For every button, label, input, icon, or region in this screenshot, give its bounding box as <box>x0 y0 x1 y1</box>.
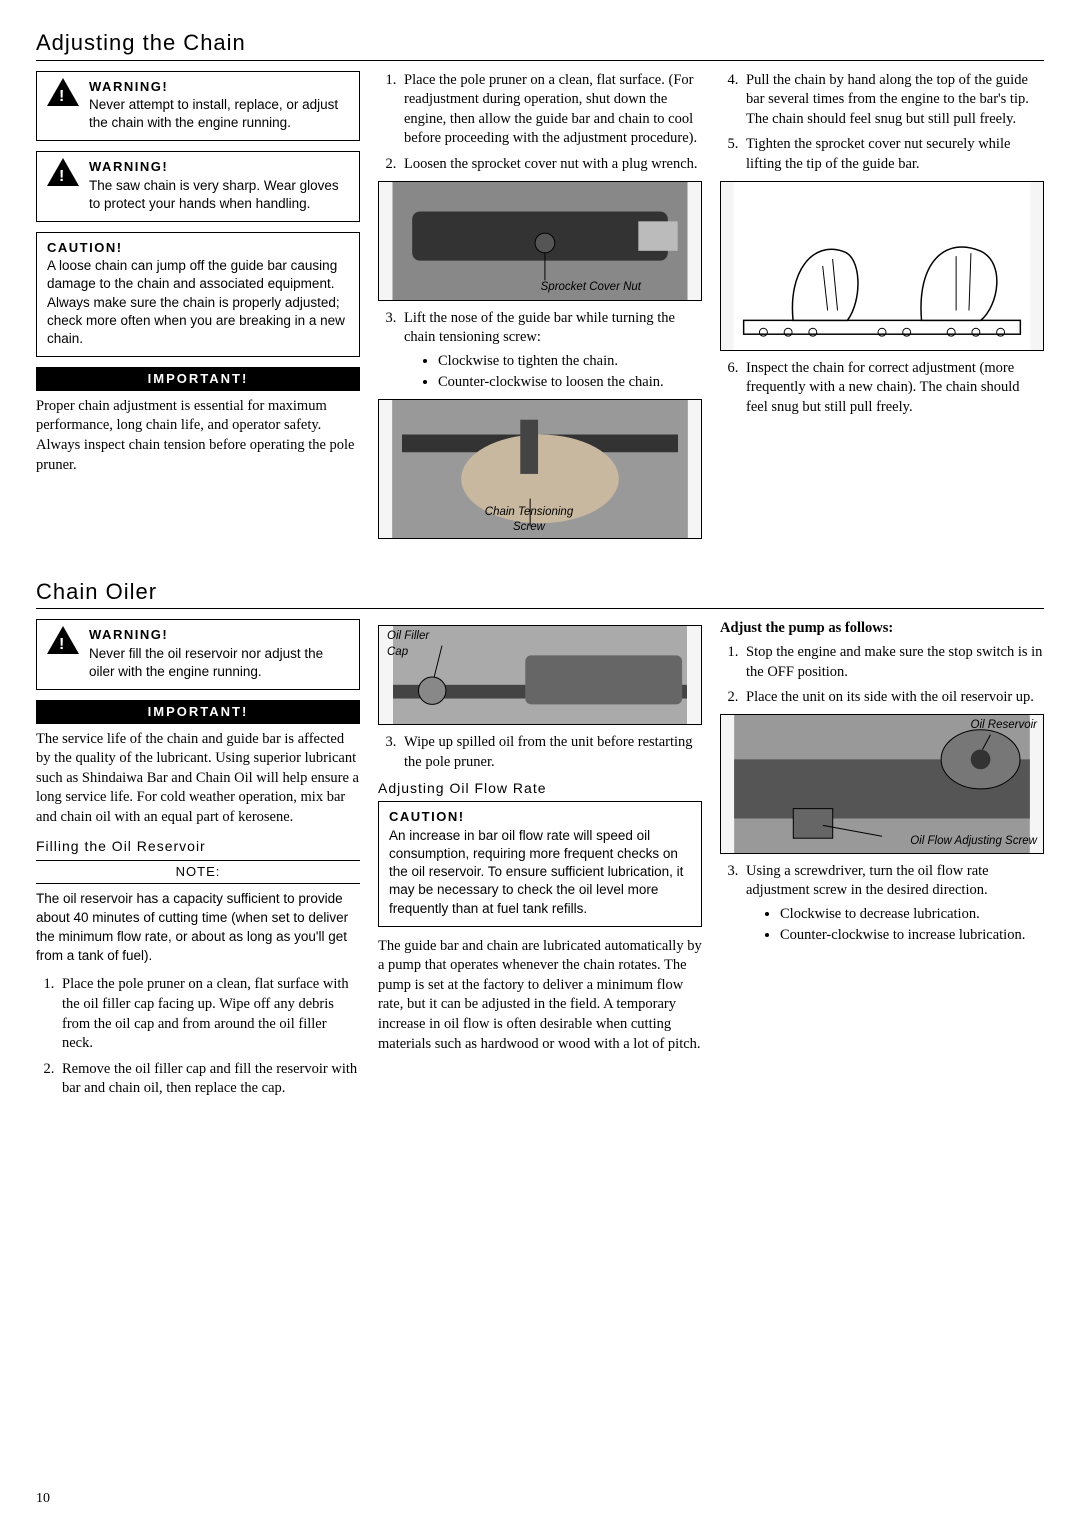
warning-label: WARNING! <box>89 159 168 174</box>
section2-columns: WARNING! Never fill the oil reservoir no… <box>36 619 1044 1104</box>
s1-step3-b1: Clockwise to tighten the chain. <box>438 352 702 372</box>
note-bar: NOTE: <box>36 860 360 884</box>
fig-label-reservoir: Oil Reservoir <box>967 718 1037 734</box>
s2c3-b2: Counter-clockwise to increase lubricatio… <box>780 926 1044 946</box>
adjust-pump-heading: Adjust the pump as follows: <box>720 619 1044 639</box>
figure-oil-reservoir: Oil Reservoir Oil Flow Adjusting Screw <box>720 714 1044 854</box>
warning-2-text: The saw chain is very sharp. Wear gloves… <box>89 178 339 211</box>
subheading-fill-reservoir: Filling the Oil Reservoir <box>36 837 360 856</box>
s2c3-step2: Place the unit on its side with the oil … <box>742 688 1044 708</box>
caution-1-text: A loose chain can jump off the guide bar… <box>47 257 349 348</box>
figure-sprocket-nut: Sprocket Cover Nut <box>378 181 702 301</box>
s1-step3: Lift the nose of the guide bar while tur… <box>400 309 702 393</box>
section1-col2: Place the pole pruner on a clean, flat s… <box>378 71 702 547</box>
figure-oil-filler-cap: Oil Filler Cap <box>378 625 702 725</box>
s2c3-step3: Using a screwdriver, turn the oil flow r… <box>742 862 1044 946</box>
section1-col1: WARNING! Never attempt to install, repla… <box>36 71 360 547</box>
caution-label: CAUTION! <box>389 809 465 824</box>
warning-icon <box>47 78 79 106</box>
s1-step4: Pull the chain by hand along the top of … <box>742 71 1044 130</box>
figure-tension-screw: Chain Tensioning Screw <box>378 399 702 539</box>
caution-box-1: CAUTION! A loose chain can jump off the … <box>36 232 360 357</box>
caution-2-text: An increase in bar oil flow rate will sp… <box>389 827 691 918</box>
warning-3-text: Never fill the oil reservoir nor adjust … <box>89 646 323 679</box>
warning-icon <box>47 626 79 654</box>
fig-label-flow-screw: Oil Flow Adjusting Screw <box>910 834 1037 850</box>
figure-hands-chain <box>720 181 1044 351</box>
s2-step2: Remove the oil filler cap and fill the r… <box>58 1060 360 1099</box>
subheading-adjust-flow: Adjusting Oil Flow Rate <box>378 779 702 798</box>
warning-label: WARNING! <box>89 79 168 94</box>
s1-step2: Loosen the sprocket cover nut with a plu… <box>400 155 702 175</box>
s1-step6: Inspect the chain for correct adjustment… <box>742 359 1044 418</box>
important-text-1: Proper chain adjustment is essential for… <box>36 397 360 475</box>
important-bar-2: IMPORTANT! <box>36 700 360 724</box>
warning-label: WARNING! <box>89 627 168 642</box>
fig-label-tension: Chain Tensioning Screw <box>469 505 589 536</box>
section-title-chain-oiler: Chain Oiler <box>36 577 1044 610</box>
warning-box-2: WARNING! The saw chain is very sharp. We… <box>36 151 360 222</box>
oiler-para: The guide bar and chain are lubricated a… <box>378 937 702 1054</box>
warning-box-1: WARNING! Never attempt to install, repla… <box>36 71 360 142</box>
page-number: 10 <box>36 1490 50 1509</box>
warning-1-text: Never attempt to install, replace, or ad… <box>89 97 338 130</box>
important-bar: IMPORTANT! <box>36 367 360 391</box>
section2-col3: Adjust the pump as follows: Stop the eng… <box>720 619 1044 1104</box>
s2c3-step1: Stop the engine and make sure the stop s… <box>742 643 1044 682</box>
caution-box-2: CAUTION! An increase in bar oil flow rat… <box>378 801 702 926</box>
s1-step5: Tighten the sprocket cover nut securely … <box>742 135 1044 174</box>
caution-label: CAUTION! <box>47 240 123 255</box>
note-text: The oil reservoir has a capacity suffici… <box>36 890 360 966</box>
s2c3-step3-text: Using a screwdriver, turn the oil flow r… <box>746 863 989 899</box>
fig-label-sprocket: Sprocket Cover Nut <box>541 280 641 296</box>
s2-step3: Wipe up spilled oil from the unit before… <box>400 733 702 772</box>
fig-label-oil-cap: Oil Filler Cap <box>387 629 447 660</box>
section-title-adjusting-chain: Adjusting the Chain <box>36 28 1044 61</box>
section1-col3: Pull the chain by hand along the top of … <box>720 71 1044 547</box>
section1-columns: WARNING! Never attempt to install, repla… <box>36 71 1044 547</box>
s2-step1: Place the pole pruner on a clean, flat s… <box>58 975 360 1053</box>
s2c3-b1: Clockwise to decrease lubrication. <box>780 905 1044 925</box>
warning-icon <box>47 158 79 186</box>
s1-step3-b2: Counter-clockwise to loosen the chain. <box>438 373 702 393</box>
section2-col2: Oil Filler Cap Wipe up spilled oil from … <box>378 619 702 1104</box>
s1-step1: Place the pole pruner on a clean, flat s… <box>400 71 702 149</box>
important-text-2: The service life of the chain and guide … <box>36 730 360 828</box>
section2-col1: WARNING! Never fill the oil reservoir no… <box>36 619 360 1104</box>
s1-step3-text: Lift the nose of the guide bar while tur… <box>404 310 675 346</box>
warning-box-3: WARNING! Never fill the oil reservoir no… <box>36 619 360 690</box>
